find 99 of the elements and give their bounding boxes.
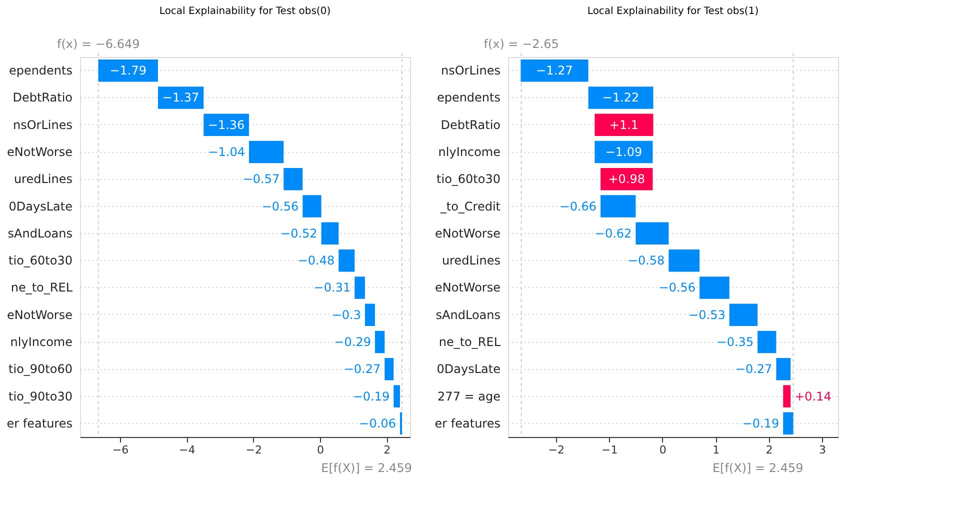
bar: [588, 86, 654, 109]
x-tick-label: −4: [179, 444, 196, 456]
y-tick-label: uredLines: [442, 254, 500, 268]
data-label: −0.27: [344, 362, 381, 376]
data-label: −1.09: [605, 145, 642, 159]
y-tick-label: tio_60to30: [436, 172, 500, 186]
bar: [520, 59, 588, 82]
x-tick-label: −1: [602, 444, 618, 456]
data-label: −0.29: [334, 335, 371, 349]
bar: [783, 385, 791, 408]
y-tick-label: tio_90to30: [8, 389, 72, 404]
bar: [248, 140, 284, 164]
bar: [394, 385, 400, 408]
y-tick-label: ne_to_REL: [10, 280, 73, 295]
bar: [204, 114, 249, 136]
bar: [384, 358, 394, 380]
y-tick-label: uredLines: [14, 172, 72, 186]
y-tick-label: eNotWorse: [7, 308, 72, 322]
ref-line-label: E[f(X)] = 2.459: [321, 461, 412, 475]
x-tick-label: 0: [659, 444, 666, 456]
y-tick-label: eNotWorse: [7, 145, 72, 159]
bar: [700, 276, 730, 299]
bar: [668, 249, 700, 272]
bar: [729, 304, 758, 326]
bar: [783, 412, 794, 435]
y-tick-label: eNotWorse: [435, 226, 500, 240]
data-label: −0.19: [352, 389, 390, 404]
y-tick-label: tio_60to30: [8, 254, 72, 268]
bar: [776, 358, 791, 380]
y-tick-label: DebtRatio: [12, 90, 72, 105]
data-label: −1.37: [162, 90, 200, 105]
data-label: −0.62: [594, 226, 632, 240]
x-tick-label: −2: [246, 444, 262, 456]
y-tick-label: 0DaysLate: [8, 199, 72, 214]
chart-title: Local Explainability for Test obs(0): [159, 6, 331, 17]
y-tick-label: _to_Credit: [439, 199, 501, 214]
data-label: −0.31: [314, 280, 351, 295]
y-tick-label: DebtRatio: [440, 118, 500, 132]
data-label: −0.57: [242, 172, 280, 186]
bar: [284, 168, 303, 190]
data-label: −0.58: [628, 254, 665, 268]
bar: [354, 276, 365, 299]
data-label: −0.53: [688, 308, 726, 322]
chart-title: Local Explainability for Test obs(1): [587, 6, 759, 17]
y-tick-label: er features: [434, 416, 500, 430]
data-label: −1.22: [602, 90, 640, 105]
y-tick-label: 277 = age: [438, 389, 500, 404]
ref-line-label: E[f(X)] = 2.459: [712, 461, 804, 475]
y-tick-label: sAndLoans: [436, 308, 500, 322]
bar: [158, 86, 204, 109]
x-tick-label: −6: [112, 444, 129, 456]
data-label: −0.56: [658, 280, 696, 295]
data-label: −0.56: [262, 199, 299, 214]
y-tick-label: er features: [6, 416, 72, 430]
bar: [374, 330, 385, 354]
data-label: +1.1: [609, 118, 639, 132]
y-tick-label: tio_90to60: [8, 362, 72, 376]
bar: [758, 330, 776, 354]
bar: [98, 59, 158, 82]
data-label: +0.14: [794, 389, 832, 404]
bar: [594, 140, 653, 164]
y-tick-label: nlyIncome: [10, 335, 72, 349]
y-tick-label: nsOrLines: [13, 118, 72, 132]
data-label: −0.66: [560, 199, 597, 214]
bar: [338, 249, 355, 272]
data-label: −0.52: [280, 226, 318, 240]
data-label: −0.06: [359, 416, 396, 430]
data-label: −1.36: [208, 118, 245, 132]
data-label: −0.3: [332, 308, 361, 322]
x-tick-label: 2: [384, 444, 391, 456]
bar: [636, 222, 669, 245]
x-tick-label: 2: [766, 444, 773, 456]
y-tick-label: 0DaysLate: [436, 362, 500, 376]
x-tick-label: 1: [712, 444, 720, 456]
x-tick-label: 3: [819, 444, 826, 456]
data-label: −0.27: [735, 362, 772, 376]
data-label: +0.98: [608, 172, 646, 186]
data-label: −0.35: [716, 335, 754, 349]
data-label: −1.27: [536, 64, 573, 78]
data-label: −1.04: [208, 145, 245, 159]
x-tick-label: −2: [548, 444, 565, 456]
bar: [321, 222, 339, 245]
data-label: −0.48: [298, 254, 335, 268]
y-tick-label: eNotWorse: [435, 280, 500, 295]
data-label: −1.79: [110, 64, 147, 78]
ref-line-label: f(x) = −2.65: [484, 37, 559, 51]
ref-line-label: f(x) = −6.649: [56, 37, 140, 51]
y-tick-label: ependents: [8, 64, 72, 78]
bar: [594, 114, 654, 136]
bar: [600, 195, 636, 218]
y-tick-label: ependents: [436, 90, 500, 105]
x-tick-label: 0: [317, 444, 324, 456]
y-tick-label: nlyIncome: [438, 145, 500, 159]
y-tick-label: nsOrLines: [441, 64, 500, 78]
bar: [364, 304, 375, 326]
bar: [302, 195, 322, 218]
y-tick-label: ne_to_REL: [438, 335, 501, 349]
y-tick-label: sAndLoans: [8, 226, 72, 240]
data-label: −0.19: [742, 416, 780, 430]
